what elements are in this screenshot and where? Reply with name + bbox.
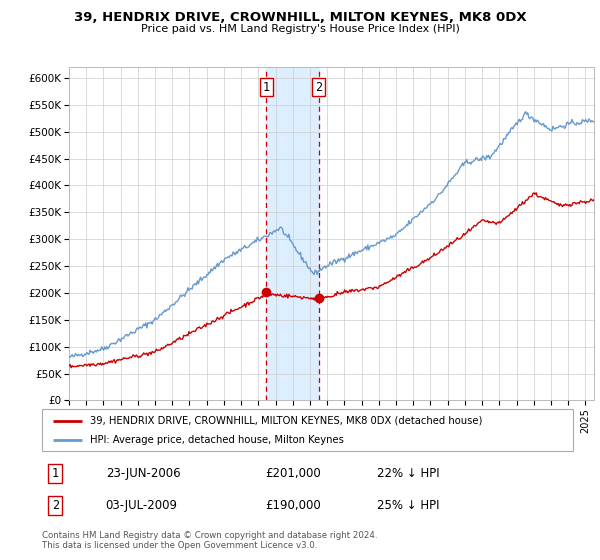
Text: 1: 1 (52, 467, 59, 480)
Text: 2: 2 (52, 499, 59, 512)
Text: 22% ↓ HPI: 22% ↓ HPI (377, 467, 439, 480)
Text: 03-JUL-2009: 03-JUL-2009 (106, 499, 178, 512)
Text: 2: 2 (315, 81, 322, 94)
Bar (266, 67, 319, 400)
Text: Contains HM Land Registry data © Crown copyright and database right 2024.
This d: Contains HM Land Registry data © Crown c… (42, 531, 377, 550)
Text: 39, HENDRIX DRIVE, CROWNHILL, MILTON KEYNES, MK8 0DX: 39, HENDRIX DRIVE, CROWNHILL, MILTON KEY… (74, 11, 526, 24)
Text: 25% ↓ HPI: 25% ↓ HPI (377, 499, 439, 512)
Text: HPI: Average price, detached house, Milton Keynes: HPI: Average price, detached house, Milt… (90, 435, 344, 445)
Text: 39, HENDRIX DRIVE, CROWNHILL, MILTON KEYNES, MK8 0DX (detached house): 39, HENDRIX DRIVE, CROWNHILL, MILTON KEY… (90, 416, 482, 426)
FancyBboxPatch shape (42, 409, 573, 451)
Text: 1: 1 (263, 81, 270, 94)
Text: £201,000: £201,000 (265, 467, 321, 480)
Text: £190,000: £190,000 (265, 499, 321, 512)
Text: 23-JUN-2006: 23-JUN-2006 (106, 467, 181, 480)
Text: Price paid vs. HM Land Registry's House Price Index (HPI): Price paid vs. HM Land Registry's House … (140, 24, 460, 34)
